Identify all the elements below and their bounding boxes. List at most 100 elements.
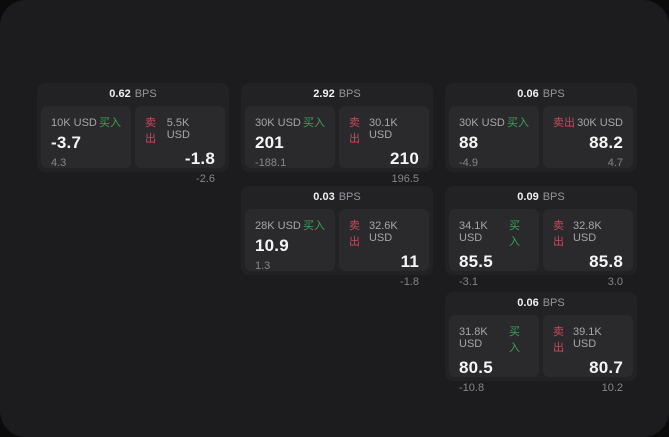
quote-board: 0.62 BPS 10K USD 买入 -3.7 4.3 卖出 5.5K USD [37, 83, 637, 394]
sell-side-label: 卖出 [553, 117, 575, 129]
sell-tile-header: 卖出 30.1K USD [349, 114, 419, 146]
quote-tiles: 28K USD 买入 10.9 1.3 卖出 32.6K USD 11 -1.8 [241, 209, 433, 288]
buy-tile-header: 10K USD 买入 [51, 114, 121, 130]
bps-header: 0.03 BPS [241, 186, 433, 209]
buy-side-label: 买入 [509, 326, 521, 354]
quote-card: 2.92 BPS 30K USD 买入 201 -188.1 卖出 30.1K U… [241, 83, 433, 185]
bps-value: 0.62 [109, 88, 131, 100]
sell-tile-header: 卖出 39.1K USD [553, 323, 623, 355]
sell-sub-value: 3.0 [607, 276, 623, 288]
bps-header: 0.06 BPS [445, 292, 637, 315]
buy-quote-tile[interactable]: 28K USD 买入 10.9 1.3 [245, 209, 335, 272]
quote-tiles: 10K USD 买入 -3.7 4.3 卖出 5.5K USD -1.8 -2.… [37, 106, 229, 185]
bps-unit: BPS [338, 191, 361, 203]
sell-sub-value: 10.2 [601, 382, 623, 394]
buy-amount: 30K USD [459, 117, 505, 129]
sell-amount: 30K USD [577, 117, 623, 129]
buy-side-label: 买入 [303, 117, 325, 129]
sell-tile-header: 卖出 5.5K USD [145, 114, 215, 146]
buy-amount: 10K USD [51, 117, 97, 129]
buy-side-label: 买入 [509, 220, 521, 248]
bps-unit: BPS [542, 191, 565, 203]
sell-sub-value: -2.6 [196, 173, 215, 185]
buy-side-label: 买入 [99, 117, 121, 129]
sell-amount: 39.1K USD [572, 326, 602, 350]
sell-quote-tile[interactable]: 卖出 30.1K USD 210 196.5 [339, 106, 429, 185]
quote-card: 0.62 BPS 10K USD 买入 -3.7 4.3 卖出 5.5K USD [37, 83, 229, 185]
sell-side-label: 卖出 [553, 326, 564, 354]
buy-sub-value: -3.1 [459, 276, 478, 288]
quote-tiles: 30K USD 买入 88 -4.9 卖出 30K USD 88.2 4.7 [445, 106, 637, 172]
buy-tile-header: 31.8K USD 买入 [459, 323, 529, 355]
buy-sub-value: -10.8 [459, 382, 485, 394]
buy-quote-tile[interactable]: 34.1K USD 买入 85.5 -3.1 [449, 209, 539, 288]
sell-sub-value: 196.5 [391, 173, 419, 185]
sell-price: 210 [390, 149, 419, 168]
buy-sub-value: -4.9 [459, 157, 478, 169]
quote-tiles: 31.8K USD 买入 80.5 -10.8 卖出 39.1K USD 80.… [445, 315, 637, 394]
sell-tile-header: 卖出 32.8K USD [553, 217, 623, 249]
buy-sub-value: 4.3 [51, 157, 67, 169]
buy-amount: 28K USD [255, 220, 301, 232]
sell-quote-tile[interactable]: 卖出 32.6K USD 11 -1.8 [339, 209, 429, 288]
sell-side-label: 卖出 [145, 117, 156, 145]
buy-price: 201 [255, 133, 284, 152]
buy-tile-header: 30K USD 买入 [459, 114, 529, 130]
sell-side-label: 卖出 [349, 220, 360, 248]
buy-sub-value: -188.1 [255, 157, 287, 169]
buy-quote-tile[interactable]: 30K USD 买入 88 -4.9 [449, 106, 539, 169]
buy-price: -3.7 [51, 133, 82, 152]
quote-card: 0.06 BPS 31.8K USD 买入 80.5 -10.8 卖出 39.1K… [445, 292, 637, 394]
sell-sub-value: 4.7 [607, 157, 623, 169]
bps-value: 0.09 [517, 191, 539, 203]
sell-price: 85.8 [589, 252, 623, 271]
bps-header: 0.62 BPS [37, 83, 229, 106]
sell-price: 88.2 [589, 133, 623, 152]
sell-quote-tile[interactable]: 卖出 5.5K USD -1.8 -2.6 [135, 106, 225, 185]
sell-tile-header: 卖出 30K USD [553, 114, 623, 130]
sell-side-label: 卖出 [553, 220, 564, 248]
sell-price: 80.7 [589, 358, 623, 377]
sell-amount: 5.5K USD [166, 117, 190, 141]
quote-tiles: 30K USD 买入 201 -188.1 卖出 30.1K USD 210 1… [241, 106, 433, 185]
sell-sub-value: -1.8 [400, 276, 419, 288]
buy-price: 80.5 [459, 358, 493, 377]
buy-amount: 31.8K USD [459, 326, 488, 350]
buy-quote-tile[interactable]: 10K USD 买入 -3.7 4.3 [41, 106, 131, 169]
bps-header: 0.06 BPS [445, 83, 637, 106]
sell-price: 11 [400, 252, 419, 271]
buy-price: 10.9 [255, 236, 289, 255]
bps-unit: BPS [134, 88, 157, 100]
quote-card: 0.03 BPS 28K USD 买入 10.9 1.3 卖出 32.6K USD [241, 186, 433, 288]
bps-header: 0.09 BPS [445, 186, 637, 209]
sell-price: -1.8 [184, 149, 215, 168]
sell-quote-tile[interactable]: 卖出 30K USD 88.2 4.7 [543, 106, 633, 169]
buy-tile-header: 34.1K USD 买入 [459, 217, 529, 249]
bps-header: 2.92 BPS [241, 83, 433, 106]
buy-quote-tile[interactable]: 31.8K USD 买入 80.5 -10.8 [449, 315, 539, 394]
bps-value: 0.06 [517, 297, 539, 309]
sell-tile-header: 卖出 32.6K USD [349, 217, 419, 249]
quote-card: 0.09 BPS 34.1K USD 买入 85.5 -3.1 卖出 32.8K … [445, 186, 637, 288]
bps-value: 0.06 [517, 88, 539, 100]
buy-side-label: 买入 [507, 117, 529, 129]
buy-tile-header: 30K USD 买入 [255, 114, 325, 130]
buy-amount: 34.1K USD [459, 220, 488, 244]
buy-sub-value: 1.3 [255, 260, 271, 272]
bps-unit: BPS [542, 88, 565, 100]
buy-tile-header: 28K USD 买入 [255, 217, 325, 233]
sell-quote-tile[interactable]: 卖出 39.1K USD 80.7 10.2 [543, 315, 633, 394]
buy-price: 88 [459, 133, 479, 152]
sell-amount: 32.8K USD [572, 220, 602, 244]
buy-quote-tile[interactable]: 30K USD 买入 201 -188.1 [245, 106, 335, 169]
bps-unit: BPS [542, 297, 565, 309]
sell-side-label: 卖出 [349, 117, 360, 145]
bps-value: 0.03 [313, 191, 335, 203]
bps-unit: BPS [338, 88, 361, 100]
quote-tiles: 34.1K USD 买入 85.5 -3.1 卖出 32.8K USD 85.8… [445, 209, 637, 288]
sell-quote-tile[interactable]: 卖出 32.8K USD 85.8 3.0 [543, 209, 633, 288]
buy-side-label: 买入 [303, 220, 325, 232]
buy-amount: 30K USD [255, 117, 301, 129]
sell-amount: 32.6K USD [368, 220, 398, 244]
